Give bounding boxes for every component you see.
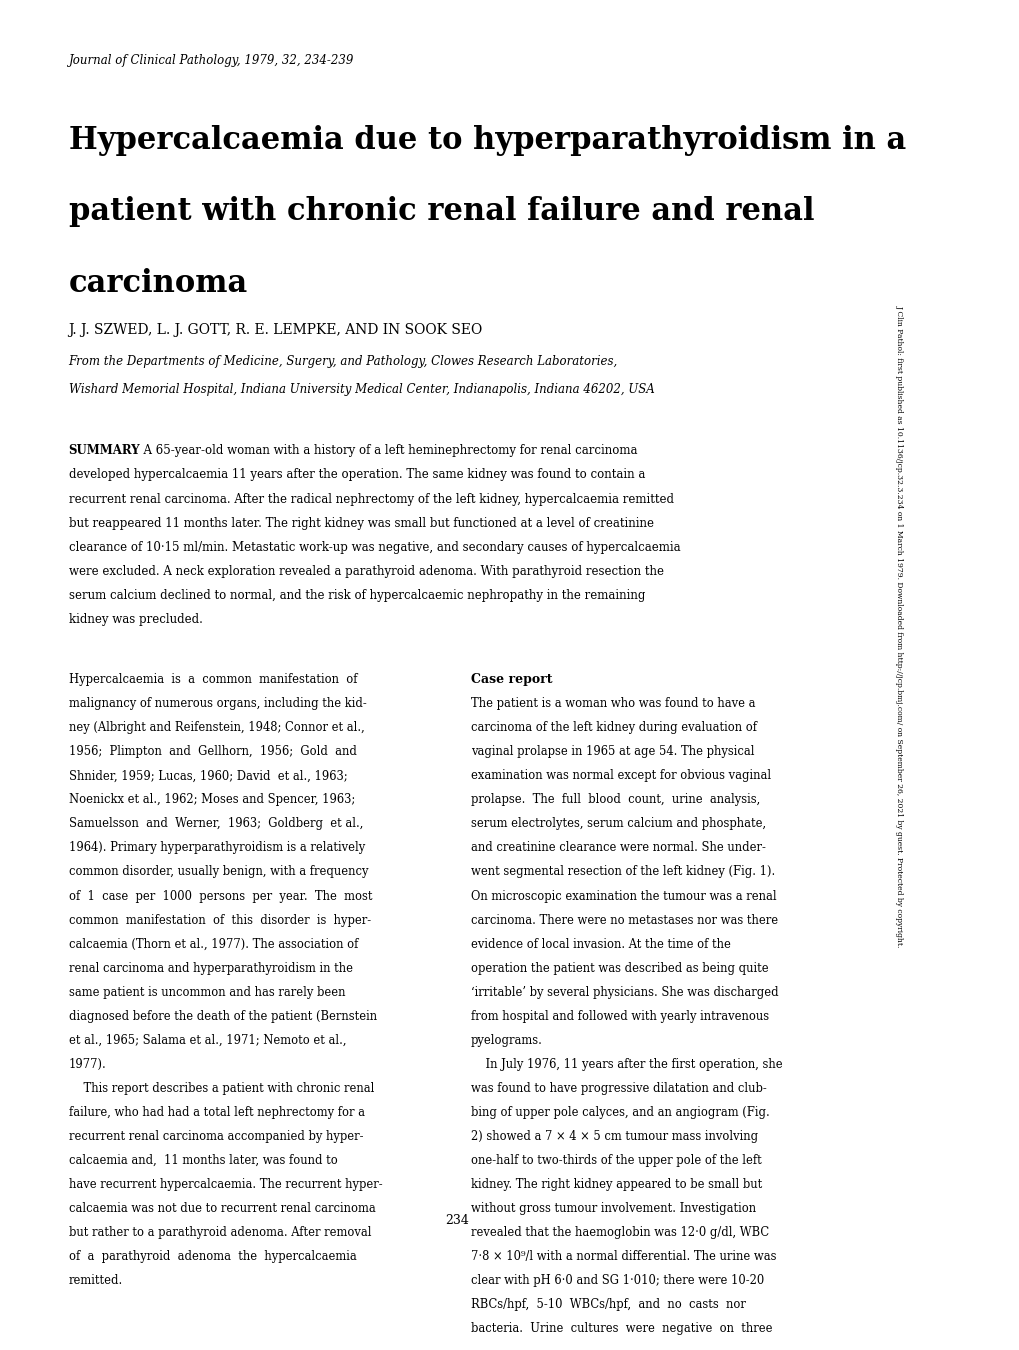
Text: went segmental resection of the left kidney (Fig. 1).: went segmental resection of the left kid… xyxy=(470,865,774,879)
Text: recurrent renal carcinoma accompanied by hyper-: recurrent renal carcinoma accompanied by… xyxy=(68,1130,363,1143)
Text: common  manifestation  of  this  disorder  is  hyper-: common manifestation of this disorder is… xyxy=(68,914,370,926)
Text: 1964). Primary hyperparathyroidism is a relatively: 1964). Primary hyperparathyroidism is a … xyxy=(68,841,365,855)
Text: SUMMARY: SUMMARY xyxy=(68,444,140,458)
Text: Case report: Case report xyxy=(470,674,551,686)
Text: serum electrolytes, serum calcium and phosphate,: serum electrolytes, serum calcium and ph… xyxy=(470,818,765,830)
Text: diagnosed before the death of the patient (Bernstein: diagnosed before the death of the patien… xyxy=(68,1010,376,1023)
Text: 1977).: 1977). xyxy=(68,1057,106,1071)
Text: J. J. SZWED, L. J. GOTT, R. E. LEMPKE, AND IN SOOK SEO: J. J. SZWED, L. J. GOTT, R. E. LEMPKE, A… xyxy=(68,323,482,338)
Text: vaginal prolapse in 1965 at age 54. The physical: vaginal prolapse in 1965 at age 54. The … xyxy=(470,745,753,759)
Text: from hospital and followed with yearly intravenous: from hospital and followed with yearly i… xyxy=(470,1010,768,1023)
Text: remitted.: remitted. xyxy=(68,1274,122,1287)
Text: 2) showed a 7 × 4 × 5 cm tumour mass involving: 2) showed a 7 × 4 × 5 cm tumour mass inv… xyxy=(470,1130,757,1143)
Text: was found to have progressive dilatation and club-: was found to have progressive dilatation… xyxy=(470,1081,765,1095)
Text: carcinoma of the left kidney during evaluation of: carcinoma of the left kidney during eval… xyxy=(470,721,756,734)
Text: bing of upper pole calyces, and an angiogram (Fig.: bing of upper pole calyces, and an angio… xyxy=(470,1106,768,1119)
Text: carcinoma. There were no metastases nor was there: carcinoma. There were no metastases nor … xyxy=(470,914,777,926)
Text: On microscopic examination the tumour was a renal: On microscopic examination the tumour wa… xyxy=(470,890,775,903)
Text: 1956;  Plimpton  and  Gellhorn,  1956;  Gold  and: 1956; Plimpton and Gellhorn, 1956; Gold … xyxy=(68,745,356,759)
Text: A 65-year-old woman with a history of a left heminephrectomy for renal carcinoma: A 65-year-old woman with a history of a … xyxy=(137,444,637,458)
Text: clearance of 10·15 ml/min. Metastatic work-up was negative, and secondary causes: clearance of 10·15 ml/min. Metastatic wo… xyxy=(68,541,680,554)
Text: evidence of local invasion. At the time of the: evidence of local invasion. At the time … xyxy=(470,937,730,950)
Text: without gross tumour involvement. Investigation: without gross tumour involvement. Invest… xyxy=(470,1202,755,1215)
Text: Journal of Clinical Pathology, 1979, 32, 234-239: Journal of Clinical Pathology, 1979, 32,… xyxy=(68,54,354,66)
Text: operation the patient was described as being quite: operation the patient was described as b… xyxy=(470,961,767,975)
Text: ‘irritable’ by several physicians. She was discharged: ‘irritable’ by several physicians. She w… xyxy=(470,986,777,999)
Text: calcaemia was not due to recurrent renal carcinoma: calcaemia was not due to recurrent renal… xyxy=(68,1202,375,1215)
Text: have recurrent hypercalcaemia. The recurrent hyper-: have recurrent hypercalcaemia. The recur… xyxy=(68,1177,382,1191)
Text: recurrent renal carcinoma. After the radical nephrectomy of the left kidney, hyp: recurrent renal carcinoma. After the rad… xyxy=(68,493,673,505)
Text: and creatinine clearance were normal. She under-: and creatinine clearance were normal. Sh… xyxy=(470,841,765,855)
Text: pyelograms.: pyelograms. xyxy=(470,1034,542,1046)
Text: calcaemia and,  11 months later, was found to: calcaemia and, 11 months later, was foun… xyxy=(68,1154,337,1166)
Text: failure, who had had a total left nephrectomy for a: failure, who had had a total left nephre… xyxy=(68,1106,364,1119)
Text: were excluded. A neck exploration revealed a parathyroid adenoma. With parathyro: were excluded. A neck exploration reveal… xyxy=(68,566,663,578)
Text: Wishard Memorial Hospital, Indiana University Medical Center, Indianapolis, Indi: Wishard Memorial Hospital, Indiana Unive… xyxy=(68,383,653,396)
Text: examination was normal except for obvious vaginal: examination was normal except for obviou… xyxy=(470,769,770,783)
Text: In July 1976, 11 years after the first operation, she: In July 1976, 11 years after the first o… xyxy=(470,1057,782,1071)
Text: patient with chronic renal failure and renal: patient with chronic renal failure and r… xyxy=(68,197,813,228)
Text: prolapse.  The  full  blood  count,  urine  analysis,: prolapse. The full blood count, urine an… xyxy=(470,794,759,806)
Text: one-half to two-thirds of the upper pole of the left: one-half to two-thirds of the upper pole… xyxy=(470,1154,761,1166)
Text: This report describes a patient with chronic renal: This report describes a patient with chr… xyxy=(68,1081,374,1095)
Text: carcinoma: carcinoma xyxy=(68,267,248,298)
Text: 7·8 × 10⁹/l with a normal differential. The urine was: 7·8 × 10⁹/l with a normal differential. … xyxy=(470,1250,775,1264)
Text: common disorder, usually benign, with a frequency: common disorder, usually benign, with a … xyxy=(68,865,368,879)
Text: RBCs/hpf,  5-10  WBCs/hpf,  and  no  casts  nor: RBCs/hpf, 5-10 WBCs/hpf, and no casts no… xyxy=(470,1297,745,1311)
Text: malignancy of numerous organs, including the kid-: malignancy of numerous organs, including… xyxy=(68,698,366,710)
Text: Samuelsson  and  Werner,  1963;  Goldberg  et al.,: Samuelsson and Werner, 1963; Goldberg et… xyxy=(68,818,363,830)
Text: bacteria.  Urine  cultures  were  negative  on  three: bacteria. Urine cultures were negative o… xyxy=(470,1322,771,1335)
Text: Hypercalcaemia  is  a  common  manifestation  of: Hypercalcaemia is a common manifestation… xyxy=(68,674,357,686)
Text: The patient is a woman who was found to have a: The patient is a woman who was found to … xyxy=(470,698,754,710)
Text: 234: 234 xyxy=(444,1214,469,1227)
Text: same patient is uncommon and has rarely been: same patient is uncommon and has rarely … xyxy=(68,986,344,999)
Text: Noenickx et al., 1962; Moses and Spencer, 1963;: Noenickx et al., 1962; Moses and Spencer… xyxy=(68,794,355,806)
Text: From the Departments of Medicine, Surgery, and Pathology, Clowes Research Labora: From the Departments of Medicine, Surger… xyxy=(68,355,618,369)
Text: Shnider, 1959; Lucas, 1960; David  et al., 1963;: Shnider, 1959; Lucas, 1960; David et al.… xyxy=(68,769,346,783)
Text: clear with pH 6·0 and SG 1·010; there were 10-20: clear with pH 6·0 and SG 1·010; there we… xyxy=(470,1274,763,1287)
Text: J Clin Pathol: first published as 10.1136/jcp.32.3.234 on 1 March 1979. Download: J Clin Pathol: first published as 10.113… xyxy=(895,305,903,946)
Text: et al., 1965; Salama et al., 1971; Nemoto et al.,: et al., 1965; Salama et al., 1971; Nemot… xyxy=(68,1034,345,1046)
Text: of  1  case  per  1000  persons  per  year.  The  most: of 1 case per 1000 persons per year. The… xyxy=(68,890,372,903)
Text: but reappeared 11 months later. The right kidney was small but functioned at a l: but reappeared 11 months later. The righ… xyxy=(68,517,653,529)
Text: revealed that the haemoglobin was 12·0 g/dl, WBC: revealed that the haemoglobin was 12·0 g… xyxy=(470,1226,768,1239)
Text: ney (Albright and Reifenstein, 1948; Connor et al.,: ney (Albright and Reifenstein, 1948; Con… xyxy=(68,721,364,734)
Text: kidney. The right kidney appeared to be small but: kidney. The right kidney appeared to be … xyxy=(470,1177,761,1191)
Text: kidney was precluded.: kidney was precluded. xyxy=(68,613,202,626)
Text: serum calcium declined to normal, and the risk of hypercalcaemic nephropathy in : serum calcium declined to normal, and th… xyxy=(68,589,644,602)
Text: of  a  parathyroid  adenoma  the  hypercalcaemia: of a parathyroid adenoma the hypercalcae… xyxy=(68,1250,356,1264)
Text: renal carcinoma and hyperparathyroidism in the: renal carcinoma and hyperparathyroidism … xyxy=(68,961,353,975)
Text: but rather to a parathyroid adenoma. After removal: but rather to a parathyroid adenoma. Aft… xyxy=(68,1226,371,1239)
Text: calcaemia (Thorn et al., 1977). The association of: calcaemia (Thorn et al., 1977). The asso… xyxy=(68,937,358,950)
Text: Hypercalcaemia due to hyperparathyroidism in a: Hypercalcaemia due to hyperparathyroidis… xyxy=(68,126,905,157)
Text: developed hypercalcaemia 11 years after the operation. The same kidney was found: developed hypercalcaemia 11 years after … xyxy=(68,468,644,482)
